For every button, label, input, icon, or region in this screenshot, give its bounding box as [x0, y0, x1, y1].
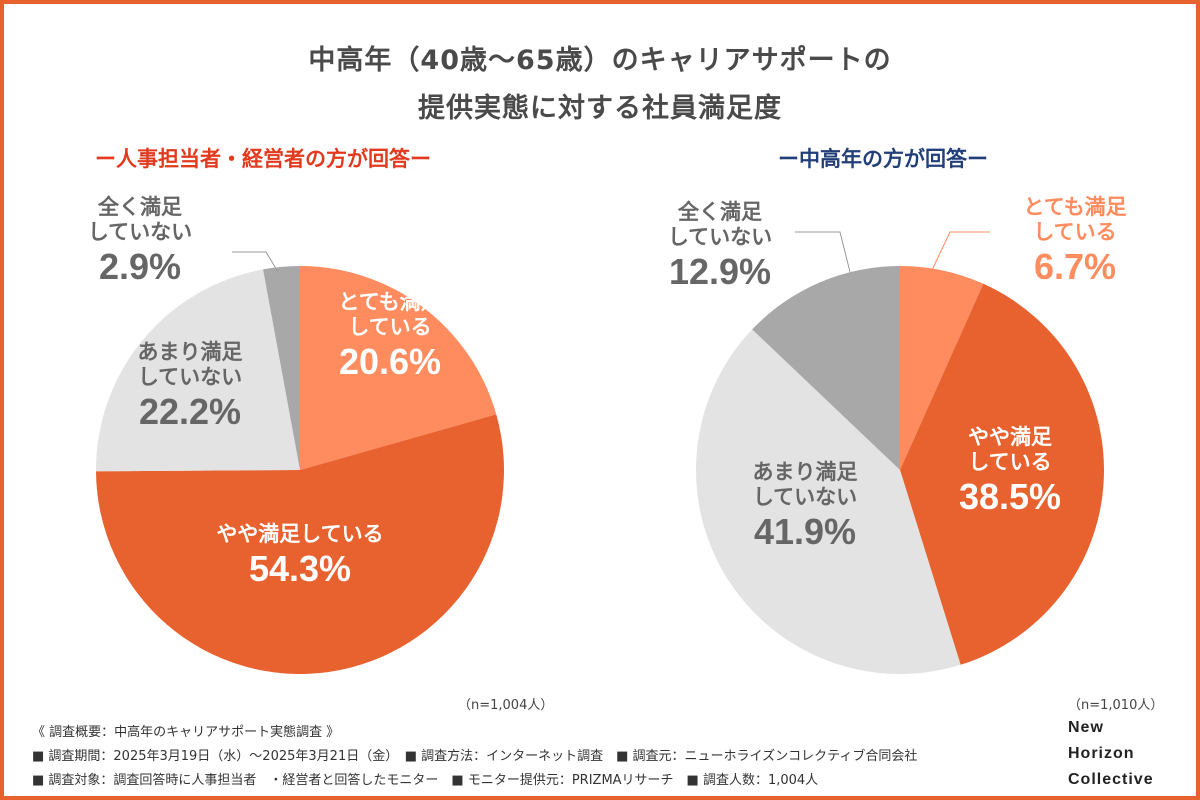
- right-value-somewhat: 38.5%: [958, 476, 1062, 518]
- right-value-very-satisfied: 6.7%: [1033, 246, 1117, 288]
- right-label-not-very: あまり満足 していない 41.9%: [735, 460, 875, 554]
- left-chart-subtitle: ー人事担当者・経営者の方が回答ー: [95, 147, 431, 171]
- right-pie-slice-not-at-all-satisfied: [752, 266, 900, 470]
- left-pie-slice-not-at-all-satisfied: [263, 266, 300, 470]
- left-label-not-very: あまり満足 していない 22.2%: [115, 340, 265, 434]
- right-label-somewhat: やや満足 している 38.5%: [940, 425, 1080, 519]
- left-value-not-at-all: 2.9%: [98, 246, 182, 288]
- left-label-very-satisfied: とても満足 している 20.6%: [310, 290, 470, 384]
- brand-line3: Collective: [1068, 771, 1154, 788]
- right-label-very-satisfied: とても満足 している 6.7%: [1000, 195, 1150, 289]
- left-pie-slice-very-satisfied: [300, 266, 497, 470]
- right-pie-slice-somewhat-satisfied: [900, 283, 1104, 665]
- left-label-not-at-all-line1: 全く満足: [98, 195, 182, 219]
- right-value-not-very: 41.9%: [753, 511, 857, 553]
- right-sample-size: （n=1,010人）: [1068, 698, 1164, 713]
- right-label-not-at-all-line1: 全く満足: [678, 200, 762, 224]
- left-pie-slice-not-very-satisfied: [95, 269, 300, 472]
- right-pie-slice-not-very-satisfied: [695, 329, 961, 674]
- right-value-not-at-all: 12.9%: [668, 251, 772, 293]
- left-pie: [95, 266, 504, 674]
- chart-title-line1: 中高年（40歳〜65歳）のキャリアサポートの: [308, 45, 892, 76]
- left-label-somewhat-line1: やや満足している: [216, 522, 384, 546]
- left-value-very-satisfied: 20.6%: [338, 341, 442, 383]
- brand-logo: New Horizon Collective: [1068, 715, 1154, 793]
- left-label-not-very-line2: していない: [137, 365, 243, 390]
- left-label-very-satisfied-line1: とても満足: [338, 290, 442, 314]
- right-label-not-very-line2: していない: [752, 485, 858, 510]
- right-leader-line-very-satisfied: [931, 231, 990, 271]
- left-value-somewhat: 54.3%: [248, 548, 352, 590]
- left-label-not-very-line1: あまり満足: [137, 340, 243, 364]
- left-label-not-at-all-line2: していない: [87, 220, 193, 245]
- right-label-very-satisfied-line1: とても満足: [1023, 195, 1127, 219]
- left-label-very-satisfied-line2: している: [348, 315, 432, 340]
- left-value-not-very: 22.2%: [138, 391, 242, 433]
- left-label-somewhat: やや満足している 54.3%: [180, 522, 420, 590]
- right-chart-subtitle: ー中高年の方が回答ー: [778, 147, 988, 171]
- right-label-not-at-all-line2: していない: [667, 225, 773, 250]
- right-label-somewhat-line1: やや満足: [968, 425, 1052, 449]
- survey-details-line2: ■ 調査対象：調査回答時に人事担当者 ・経営者と回答したモニター ■ モニター提…: [32, 773, 819, 788]
- survey-summary: 《 調査概要：中高年のキャリアサポート実態調査 》: [32, 725, 340, 740]
- left-pie-slice-somewhat-satisfied: [96, 414, 504, 674]
- brand-line2: Horizon: [1068, 745, 1135, 762]
- right-pie: [695, 266, 1104, 674]
- right-label-not-at-all: 全く満足 していない 12.9%: [650, 200, 790, 294]
- left-sample-size: （n=1,004人）: [458, 698, 554, 713]
- left-label-not-at-all: 全く満足 していない 2.9%: [70, 195, 210, 289]
- right-label-not-very-line1: あまり満足: [752, 460, 858, 484]
- right-leader-line-not-at-all: [795, 231, 851, 273]
- right-label-somewhat-line2: している: [968, 450, 1052, 475]
- right-label-very-satisfied-line2: している: [1033, 220, 1117, 245]
- left-leader-line-not-at-all: [232, 251, 279, 273]
- brand-line1: New: [1068, 719, 1104, 736]
- chart-title-line2: 提供実態に対する社員満足度: [418, 93, 782, 124]
- right-pie-slice-very-satisfied: [900, 266, 984, 470]
- survey-details-line1: ■ 調査期間：2025年3月19日（水）〜2025年3月21日（金） ■ 調査方…: [32, 749, 918, 764]
